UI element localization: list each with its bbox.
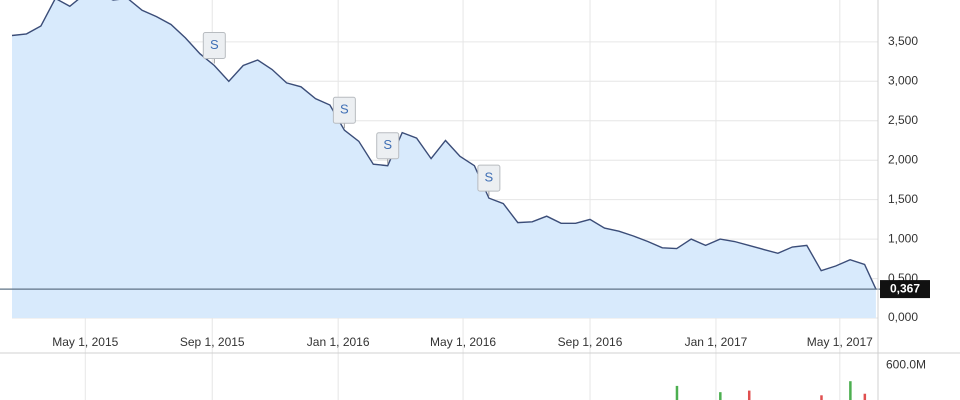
volume-bar bbox=[863, 393, 867, 400]
x-tick-label: Sep 1, 2016 bbox=[558, 335, 623, 349]
x-tick-label: Sep 1, 2015 bbox=[180, 335, 245, 349]
event-box bbox=[376, 132, 400, 160]
event-label: S bbox=[485, 170, 494, 185]
volume-bar bbox=[719, 392, 722, 400]
event-box bbox=[477, 164, 501, 192]
plot bbox=[11, 0, 877, 400]
price-line bbox=[11, 0, 877, 290]
volume-bar bbox=[849, 381, 852, 400]
x-tick-label: Jan 1, 2017 bbox=[685, 335, 748, 349]
x-tick-label: May 1, 2015 bbox=[52, 335, 118, 349]
last-value-tag bbox=[880, 280, 930, 299]
y-tick-label: 0,000 bbox=[888, 310, 918, 324]
area-fill bbox=[12, 0, 876, 318]
event-label: S bbox=[340, 102, 349, 117]
y-tick-label: 3,000 bbox=[888, 73, 918, 87]
volume-tick-label: 600.0M bbox=[886, 358, 926, 372]
event-box bbox=[332, 96, 356, 124]
volume-bar bbox=[747, 390, 751, 400]
volume-bar bbox=[820, 395, 823, 400]
y-tick-label: 2,000 bbox=[888, 152, 918, 166]
y-tick-label: 1,000 bbox=[888, 231, 918, 245]
x-tick-label: Jan 1, 2016 bbox=[307, 335, 370, 349]
x-tick-label: May 1, 2016 bbox=[430, 335, 496, 349]
event-box bbox=[202, 32, 226, 60]
x-tick-label: May 1, 2017 bbox=[807, 335, 873, 349]
last-value-label: 0,367 bbox=[890, 281, 920, 295]
event-label: S bbox=[383, 137, 392, 152]
y-tick-label: 1,500 bbox=[888, 192, 918, 206]
y-tick-label: 3,500 bbox=[888, 34, 918, 48]
volume-bar bbox=[675, 385, 679, 400]
y-tick-label: 2,500 bbox=[888, 113, 918, 127]
event-label: S bbox=[210, 37, 219, 52]
